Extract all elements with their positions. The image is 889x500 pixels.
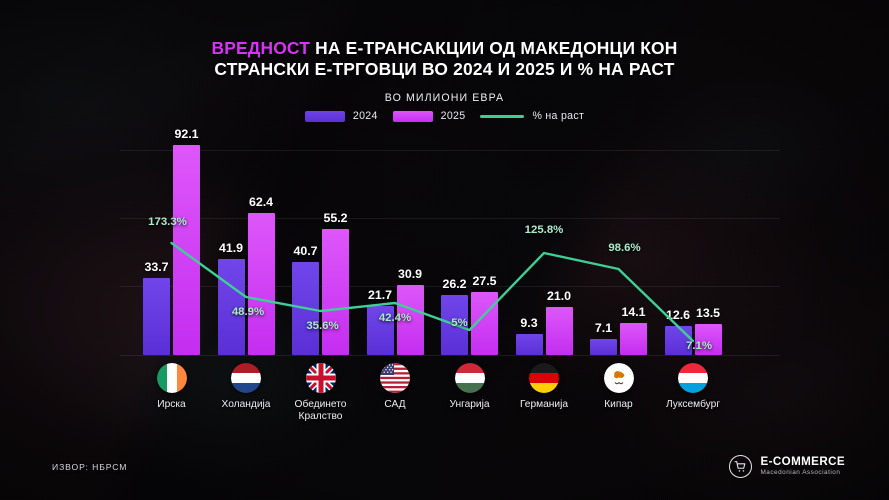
x-axis-category: Унгарија bbox=[426, 363, 514, 411]
x-axis-category: Луксембург bbox=[649, 363, 737, 411]
page-title: ВРЕДНОСТ НА Е-ТРАНСАКЦИИ ОД МАКЕДОНЦИ КО… bbox=[165, 38, 725, 80]
x-axis-label: Холандија bbox=[221, 399, 271, 410]
legend-label-2024: 2024 bbox=[352, 110, 378, 122]
luxembourg-flag-icon bbox=[678, 363, 708, 393]
bar-2024-Ирска bbox=[143, 278, 170, 355]
x-axis-category: Ирска bbox=[128, 363, 216, 411]
x-axis-label: Кипар bbox=[604, 399, 633, 410]
bar-value-label: 55.2 bbox=[323, 211, 348, 226]
growth-percent-label: 98.6% bbox=[608, 242, 641, 254]
brand-logo: E-COMMERCE Macedonian Association bbox=[729, 455, 845, 478]
chart-header: ВРЕДНОСТ НА Е-ТРАНСАКЦИИ ОД МАКЕДОНЦИ КО… bbox=[0, 38, 889, 104]
gridline bbox=[120, 218, 780, 219]
chart-legend: 2024 2025 % на раст bbox=[0, 110, 889, 122]
brand-text: E-COMMERCE Macedonian Association bbox=[760, 455, 845, 477]
bar-2024-Кипар bbox=[590, 338, 617, 355]
hungary-flag-icon bbox=[454, 363, 485, 393]
legend-item-2024[interactable]: 2024 bbox=[304, 110, 378, 122]
title-rest: НА Е-ТРАНСАКЦИИ ОД МАКЕДОНЦИ КОН СТРАНСК… bbox=[214, 38, 678, 79]
bar-value-label: 13.5 bbox=[695, 306, 721, 321]
x-axis-category: Холандија bbox=[202, 363, 290, 411]
x-axis-label: Унгарија bbox=[449, 399, 490, 410]
title-highlight: ВРЕДНОСТ bbox=[211, 38, 311, 58]
x-axis-category: САД bbox=[351, 363, 439, 411]
growth-percent-label: 42.4% bbox=[378, 312, 412, 324]
legend-item-2025[interactable]: 2025 bbox=[392, 110, 466, 122]
x-axis-label: Ирска bbox=[157, 399, 186, 410]
united-kingdom-flag-icon bbox=[305, 363, 336, 393]
x-axis-category: Кипар bbox=[575, 363, 663, 411]
growth-percent-label: 125.8% bbox=[524, 224, 564, 236]
x-axis-label: САД bbox=[384, 399, 406, 410]
usa-flag-icon bbox=[380, 363, 410, 393]
legend-line-growth-icon bbox=[480, 114, 525, 118]
bar-value-label: 92.1 bbox=[174, 127, 199, 141]
chart-subtitle: ВО МИЛИОНИ ЕВРА bbox=[384, 92, 505, 104]
source-note: ИЗВОР: НБРСМ bbox=[52, 462, 128, 472]
growth-percent-label: 35.6% bbox=[306, 320, 339, 332]
legend-label-2025: 2025 bbox=[440, 110, 466, 122]
x-axis-label: Германија bbox=[519, 399, 569, 410]
x-axis-label: Обединето Кралство bbox=[294, 399, 347, 422]
bar-2025-Луксембург bbox=[694, 324, 722, 355]
x-axis-label: Луксембург bbox=[665, 399, 721, 410]
growth-percent-label: 173.3% bbox=[148, 216, 187, 228]
netherlands-flag-icon bbox=[231, 363, 261, 393]
legend-swatch-2024-icon bbox=[304, 110, 345, 122]
x-axis-categories: Ирска Холандија Обединето Кралство САД Унгар… bbox=[0, 363, 889, 433]
legend-item-growth[interactable]: % на раст bbox=[480, 110, 584, 122]
growth-percent-label: 7.1% bbox=[686, 340, 712, 352]
cyprus-flag-icon bbox=[603, 363, 634, 393]
ireland-flag-icon bbox=[156, 363, 187, 393]
brand-title: E-COMMERCE bbox=[760, 455, 845, 469]
bar-value-label: 62.4 bbox=[248, 194, 274, 209]
shopping-cart-circle-icon bbox=[729, 455, 753, 478]
x-axis-category: Германија bbox=[500, 363, 588, 411]
bar-value-label: 33.7 bbox=[144, 260, 169, 275]
growth-percent-label: 48.9% bbox=[231, 306, 265, 318]
legend-label-growth: % на раст bbox=[532, 110, 585, 122]
brand-subtitle: Macedonian Association bbox=[760, 469, 841, 477]
germany-flag-icon bbox=[529, 363, 559, 393]
growth-percent-label: 5% bbox=[451, 317, 468, 329]
x-axis-category: Обединето Кралство bbox=[277, 363, 365, 423]
axis-baseline bbox=[120, 355, 780, 356]
gridline bbox=[120, 150, 780, 151]
legend-swatch-2025-icon bbox=[392, 110, 433, 122]
